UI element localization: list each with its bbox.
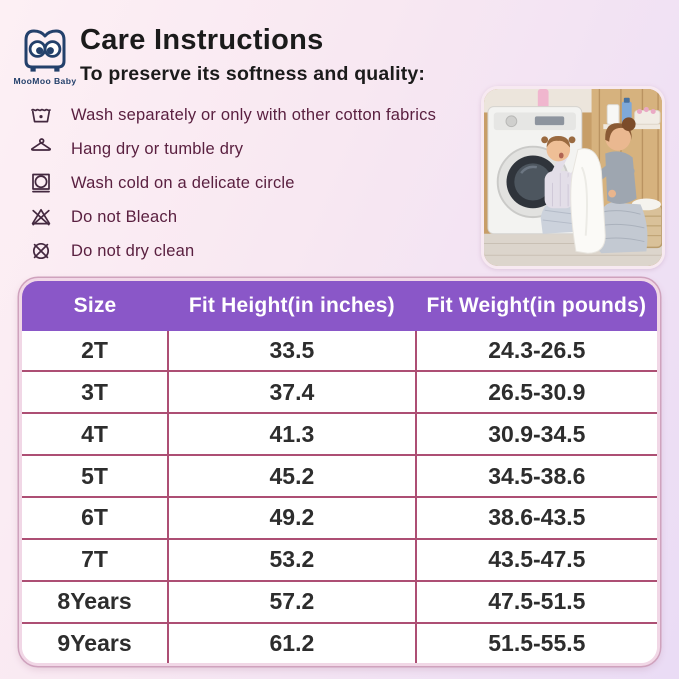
size-cell: 6T (22, 495, 169, 539)
table-row: 7T 53.2 43.5-47.5 (22, 537, 657, 581)
care-item: Wash cold on a delicate circle (28, 166, 468, 200)
size-cell: 3T (22, 370, 169, 414)
machine-wash-icon (28, 102, 54, 128)
table-header-row: Size Fit Height(in inches) Fit Weight(in… (22, 281, 657, 331)
size-chart-table: Size Fit Height(in inches) Fit Weight(in… (22, 281, 657, 663)
weight-cell: 30.9-34.5 (414, 412, 657, 456)
table-row: 9Years 61.2 51.5-55.5 (22, 621, 657, 663)
weight-cell: 51.5-55.5 (414, 621, 657, 663)
size-cell: 2T (22, 331, 169, 372)
column-header-weight: Fit Weight(in pounds) (415, 281, 657, 331)
page-subtitle: To preserve its softness and quality: (80, 63, 426, 85)
brand-name: MooMoo Baby (13, 76, 77, 86)
table-row: 5T 45.2 34.5-38.6 (22, 454, 657, 497)
brand-logo: MooMoo Baby (13, 24, 77, 86)
table-row: 8Years 57.2 47.5-51.5 (22, 579, 657, 623)
height-cell: 37.4 (167, 370, 416, 414)
column-header-size: Size (22, 281, 169, 331)
weight-cell: 24.3-26.5 (414, 331, 657, 372)
laundry-photo-illustration (484, 89, 662, 266)
owl-icon (24, 29, 66, 72)
table-row: 2T 33.5 24.3-26.5 (22, 331, 657, 372)
care-item: Do not Bleach (28, 200, 468, 234)
care-item-label: Do not Bleach (71, 207, 178, 226)
weight-cell: 38.6-43.5 (414, 495, 657, 539)
table-row: 3T 37.4 26.5-30.9 (22, 370, 657, 414)
column-header-height: Fit Height(in inches) (168, 281, 416, 331)
weight-cell: 47.5-51.5 (414, 579, 657, 623)
care-item-label: Wash cold on a delicate circle (71, 173, 295, 192)
care-item: Do not dry clean (28, 234, 468, 268)
hanger-icon (28, 136, 54, 162)
size-chart-card: Size Fit Height(in inches) Fit Weight(in… (19, 278, 660, 666)
size-cell: 8Years (22, 579, 169, 623)
weight-cell: 43.5-47.5 (414, 537, 657, 581)
laundry-photo (481, 86, 665, 269)
height-cell: 61.2 (167, 621, 416, 663)
size-cell: 4T (22, 412, 169, 456)
table-row: 6T 49.2 38.6-43.5 (22, 495, 657, 539)
care-list: Wash separately or only with other cotto… (28, 98, 468, 268)
table-row: 4T 41.3 30.9-34.5 (22, 412, 657, 456)
size-cell: 9Years (22, 621, 169, 663)
size-cell: 7T (22, 537, 169, 581)
page-title: Care Instructions (80, 24, 324, 56)
do-not-dry-clean-icon (28, 238, 54, 264)
do-not-bleach-icon (28, 204, 54, 230)
delicate-wash-icon (28, 170, 54, 196)
care-item-label: Hang dry or tumble dry (71, 139, 244, 158)
height-cell: 57.2 (167, 579, 416, 623)
height-cell: 45.2 (167, 454, 416, 497)
weight-cell: 34.5-38.6 (414, 454, 657, 497)
size-cell: 5T (22, 454, 169, 497)
height-cell: 49.2 (167, 495, 416, 539)
weight-cell: 26.5-30.9 (414, 370, 657, 414)
care-item-label: Do not dry clean (71, 241, 195, 260)
care-item-label: Wash separately or only with other cotto… (71, 105, 437, 124)
height-cell: 41.3 (167, 412, 416, 456)
care-item: Wash separately or only with other cotto… (28, 98, 468, 132)
height-cell: 53.2 (167, 537, 416, 581)
height-cell: 33.5 (167, 331, 416, 372)
care-item: Hang dry or tumble dry (28, 132, 468, 166)
